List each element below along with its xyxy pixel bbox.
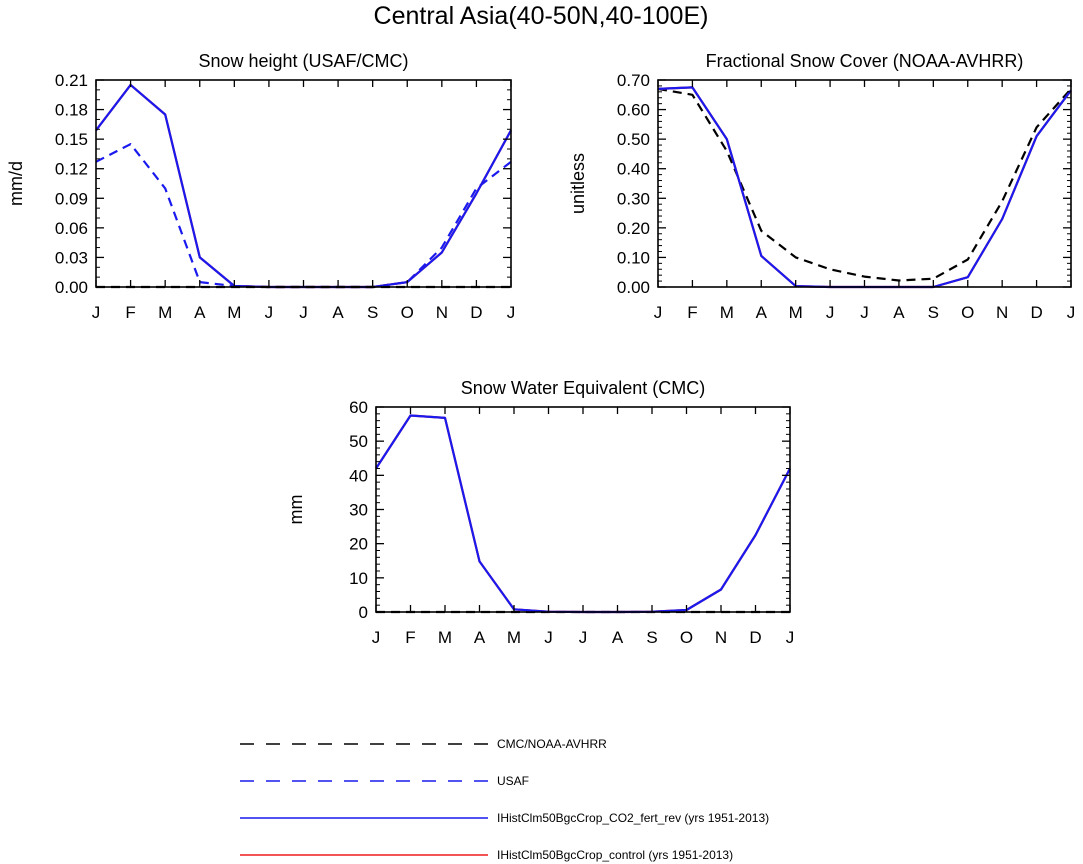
chart-panel-3: Snow Water Equivalent (CMC) mm J F M A M J J A S O N… (286, 378, 794, 647)
x-tick-label: J (265, 303, 274, 322)
x-tick-label: A (756, 303, 768, 322)
y-tick-label: 30 (349, 501, 368, 520)
y-tick-label: 60 (349, 398, 368, 417)
x-tick-label: A (893, 303, 905, 322)
y-axis-label: mm/d (6, 161, 26, 206)
x-tick-label: N (996, 303, 1008, 322)
x-tick-label: J (1067, 303, 1076, 322)
x-tick-label: D (749, 628, 761, 647)
x-tick-label: O (401, 303, 414, 322)
legend: CMC/NOAA-AVHRR USAF IHistClm50BgcCrop_CO2_… (240, 737, 769, 862)
x-tick-label: J (92, 303, 101, 322)
y-tick-label: 0.50 (617, 130, 650, 149)
x-tick-label: J (507, 303, 516, 322)
legend-label: IHistClm50BgcCrop_control (yrs 1951-2013… (497, 848, 733, 862)
y-axis-label: mm (286, 495, 306, 525)
x-tick-label: S (928, 303, 939, 322)
x-tick-label: N (436, 303, 448, 322)
x-tick-label: S (646, 628, 657, 647)
y-tick-label: 40 (349, 466, 368, 485)
chart-panel-2: Fractional Snow Cover (NOAA-AVHRR) unitle… (568, 51, 1075, 322)
x-tick-label: A (612, 628, 624, 647)
plot-frame (657, 79, 1072, 288)
x-tick-label: O (680, 628, 693, 647)
figure-title: Central Asia(40-50N,40-100E) (374, 2, 709, 30)
x-tick-label: J (654, 303, 663, 322)
y-tick-label: 0.09 (55, 189, 88, 208)
y-tick-label: 0.00 (617, 278, 650, 297)
series-group (95, 83, 512, 289)
x-tick-label: D (470, 303, 482, 322)
y-tick-label: 0.60 (617, 101, 650, 120)
y-tick-label: 0.00 (55, 278, 88, 297)
x-tick-label: O (961, 303, 974, 322)
x-tick-label: F (687, 303, 697, 322)
x-tick-label: S (367, 303, 378, 322)
series-line (657, 87, 1072, 282)
x-tick-label: J (544, 628, 553, 647)
x-tick-label: M (158, 303, 172, 322)
y-tick-label: 0.70 (617, 71, 650, 90)
x-tick-label: A (332, 303, 344, 322)
x-tick-label: F (125, 303, 135, 322)
y-tick-label: 20 (349, 535, 368, 554)
x-tick-label: M (438, 628, 452, 647)
y-tick-label: 0.21 (55, 71, 88, 90)
x-tick-label: M (789, 303, 803, 322)
series-line (95, 83, 512, 289)
y-tick-label: 0.12 (55, 160, 88, 179)
x-tick-label: J (786, 628, 795, 647)
x-tick-label: J (860, 303, 869, 322)
y-tick-label: 10 (349, 569, 368, 588)
plot-frame (375, 406, 791, 613)
series-line (95, 83, 512, 289)
x-tick-label: F (405, 628, 415, 647)
y-tick-label: 0.30 (617, 189, 650, 208)
y-tick-label: 0.40 (617, 160, 650, 179)
y-tick-label: 50 (349, 432, 368, 451)
x-tick-label: J (826, 303, 835, 322)
y-tick-label: 0.18 (55, 101, 88, 120)
legend-label: USAF (497, 774, 529, 788)
series-line (657, 86, 1072, 289)
panel-title: Snow height (USAF/CMC) (198, 51, 408, 71)
y-tick-label: 0.10 (617, 248, 650, 267)
x-tick-label: A (194, 303, 206, 322)
series-line (375, 414, 791, 614)
series-line (95, 143, 512, 289)
y-tick-label: 0 (359, 603, 368, 622)
chart-panel-1: Snow height (USAF/CMC)mm/dJ F M A M J J A S O N D J0… (6, 51, 515, 322)
panel-title: Fractional Snow Cover (NOAA-AVHRR) (706, 51, 1024, 71)
x-tick-label: J (372, 628, 381, 647)
x-tick-label: M (720, 303, 734, 322)
x-tick-label: J (299, 303, 308, 322)
series-group (375, 414, 791, 614)
series-line (657, 86, 1072, 289)
x-tick-label: N (715, 628, 727, 647)
y-axis-label: unitless (568, 153, 588, 214)
x-tick-label: J (579, 628, 588, 647)
x-tick-label: M (227, 303, 241, 322)
y-tick-label: 0.20 (617, 219, 650, 238)
y-tick-label: 0.15 (55, 130, 88, 149)
y-tick-label: 0.03 (55, 248, 88, 267)
legend-label: CMC/NOAA-AVHRR (497, 737, 607, 751)
x-tick-label: D (1030, 303, 1042, 322)
x-tick-label: M (507, 628, 521, 647)
y-tick-label: 0.06 (55, 219, 88, 238)
series-line (375, 414, 791, 614)
panel-title: Snow Water Equivalent (CMC) (461, 378, 705, 398)
x-tick-label: A (474, 628, 486, 647)
panels: Snow height (USAF/CMC)mm/dJ F M A M J J A S O N D J0… (6, 51, 1075, 647)
legend-label: IHistClm50BgcCrop_CO2_fert_rev (yrs 1951… (497, 811, 769, 825)
series-group (657, 86, 1072, 289)
plot-frame (95, 79, 512, 288)
